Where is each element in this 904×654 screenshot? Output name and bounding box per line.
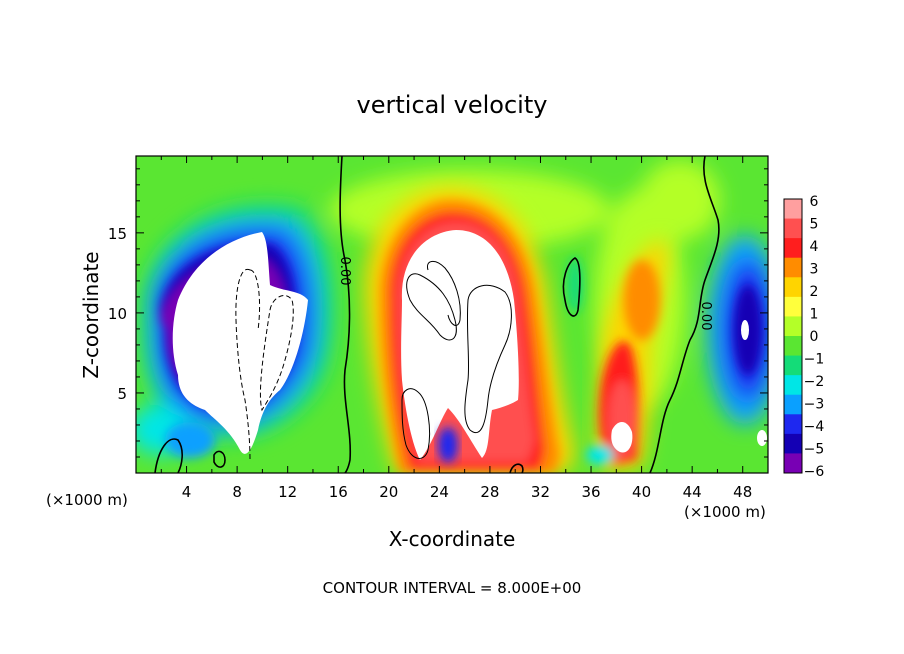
colorbar-label: 3 — [810, 261, 819, 277]
plot-frame — [135, 155, 769, 474]
colorbar-label: −5 — [804, 441, 825, 457]
zero-contours — [154, 156, 720, 473]
x-tick-label: 40 — [632, 483, 651, 501]
x-tick-label: 24 — [430, 483, 449, 501]
colorbar-label: −6 — [804, 464, 825, 480]
y-tick-label: 15 — [108, 225, 127, 243]
colorbar-swatch — [784, 316, 802, 337]
colorbar-label: 5 — [810, 216, 819, 232]
colorbar-label: 2 — [810, 284, 819, 300]
colorbar-swatch — [784, 414, 802, 435]
x-tick-label: 12 — [278, 483, 297, 501]
negative-contours — [235, 268, 294, 461]
colorbar-swatch — [784, 238, 802, 259]
x-tick-label: 32 — [531, 483, 550, 501]
x-unit-right: (×1000 m) — [684, 503, 766, 521]
colorbar-frame — [783, 198, 803, 474]
colorbar-swatch — [784, 453, 802, 474]
x-axis: 4 8 12 16 20 24 28 32 36 40 44 48 — [160, 156, 752, 501]
colorbar-label: 1 — [810, 306, 819, 322]
x-tick-label: 20 — [379, 483, 398, 501]
colorbar-label: −1 — [804, 351, 825, 367]
colorbar-label: −2 — [804, 374, 825, 390]
x-tick-label: 36 — [581, 483, 600, 501]
x-tick-label: 4 — [182, 483, 192, 501]
colorbar-label: −4 — [804, 419, 825, 435]
y-axis: 5 10 15 — [108, 168, 768, 458]
x-tick-label: 16 — [329, 483, 348, 501]
colorbar-swatch — [784, 433, 802, 454]
contour-interval-note: CONTOUR INTERVAL = 8.000E+00 — [323, 579, 582, 597]
updraft-core — [401, 230, 519, 460]
field-image: 0.00 0.00 — [136, 156, 768, 473]
x-tick-label: 8 — [232, 483, 242, 501]
colorbar-swatch — [784, 277, 802, 298]
colorbar-swatch — [784, 355, 802, 376]
colorbar-label: 0 — [810, 329, 819, 345]
colorbar-label: −3 — [804, 396, 825, 412]
x-tick-label: 28 — [480, 483, 499, 501]
x-unit-left: (×1000 m) — [46, 491, 128, 509]
downdraft-core — [172, 232, 308, 454]
chart-title: vertical velocity — [357, 91, 548, 119]
y-tick-label: 5 — [117, 385, 127, 403]
colorbar: 6 5 4 3 2 1 0 −1 −2 −3 −4 −5 −6 — [783, 194, 825, 480]
colorbar-swatch — [784, 336, 802, 357]
contour-label-left: 0.00 — [337, 257, 352, 286]
colorbar-swatch — [784, 296, 802, 317]
core-contours — [401, 261, 512, 459]
y-axis-label: Z-coordinate — [79, 251, 103, 378]
colorbar-swatch — [784, 375, 802, 396]
colorbar-swatch — [784, 257, 802, 278]
colorbar-swatch — [784, 218, 802, 239]
colorbar-swatch — [784, 199, 802, 220]
colorbar-swatch — [784, 394, 802, 415]
contour-label-right: 0.00 — [698, 302, 713, 331]
colorbar-label: 4 — [810, 239, 819, 255]
y-tick-label: 10 — [108, 305, 127, 323]
x-tick-label: 48 — [733, 483, 752, 501]
x-axis-label: X-coordinate — [389, 527, 516, 551]
x-tick-label: 44 — [683, 483, 702, 501]
colorbar-label: 6 — [810, 194, 819, 210]
